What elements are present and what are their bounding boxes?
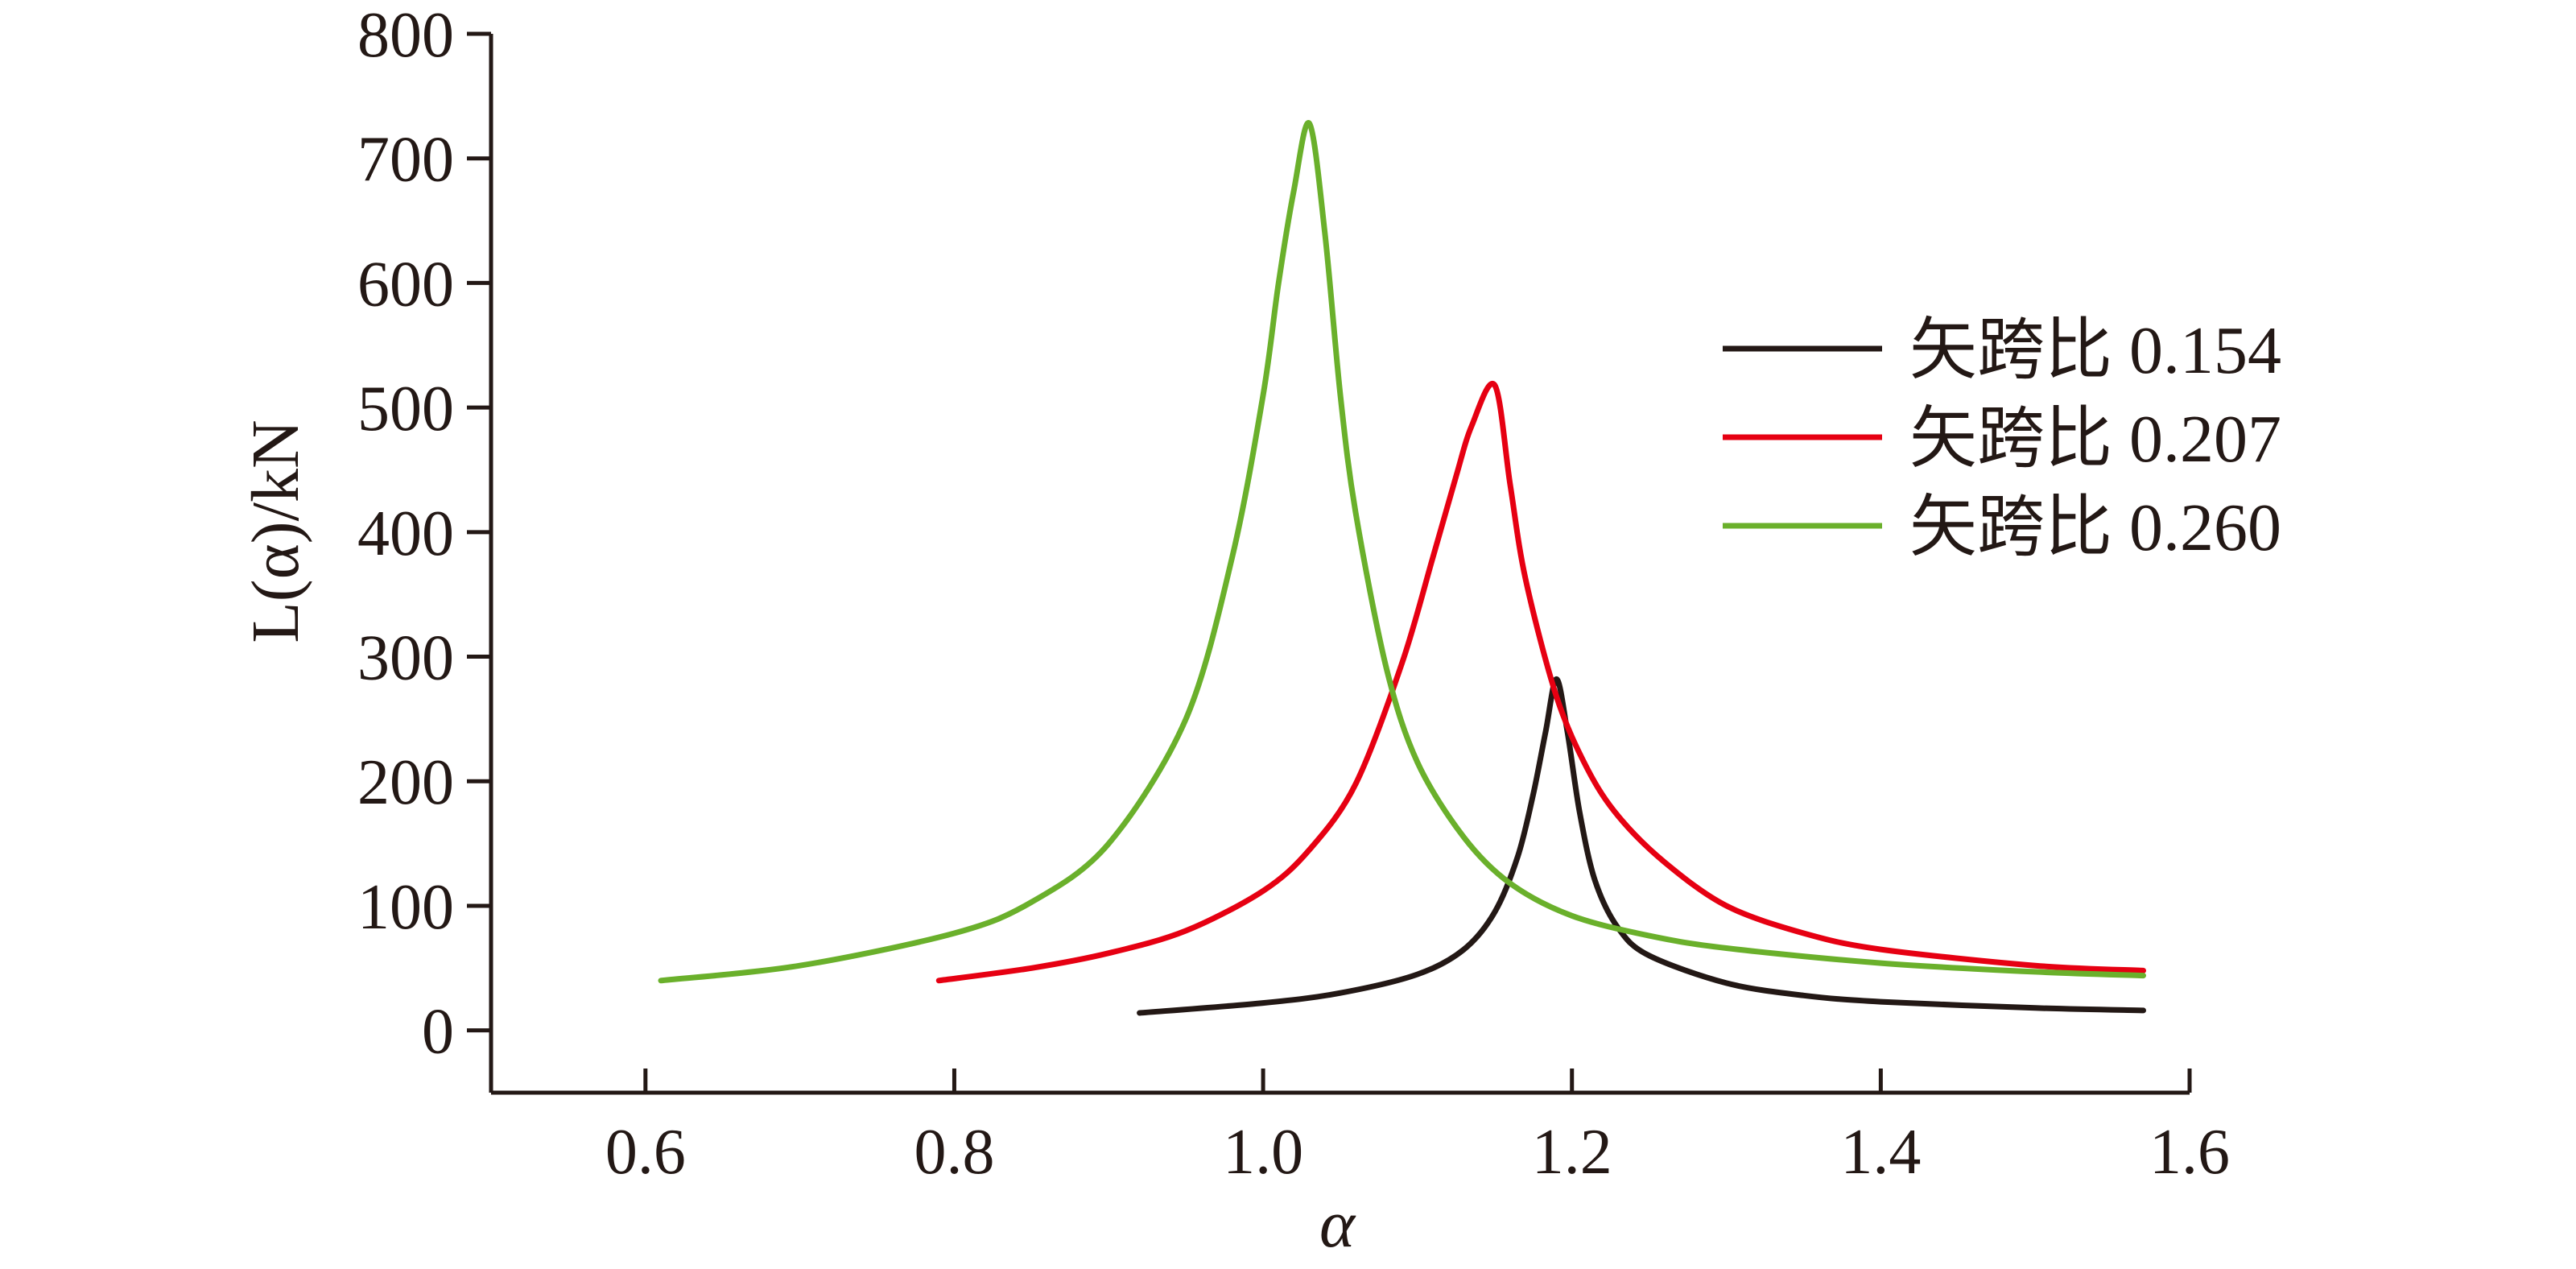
x-tick-label: 0.8 xyxy=(914,1117,994,1188)
x-tick-label: 1.0 xyxy=(1223,1117,1303,1188)
y-tick-label: 0 xyxy=(422,997,454,1068)
series-line-1 xyxy=(935,380,2146,984)
y-tick-label: 800 xyxy=(357,0,454,71)
legend-label-2: 矢跨比 0.260 xyxy=(1909,490,2281,565)
y-tick-label: 600 xyxy=(357,249,454,320)
series-layer xyxy=(658,120,2146,1016)
x-tick-label: 0.6 xyxy=(605,1117,686,1188)
legend-label-0: 矢跨比 0.154 xyxy=(1909,313,2281,388)
x-axis-title: α xyxy=(1319,1187,1356,1262)
x-tick-label: 1.2 xyxy=(1532,1117,1612,1188)
y-tick-label: 100 xyxy=(357,872,454,943)
legend-label-1: 矢跨比 0.207 xyxy=(1909,402,2281,477)
y-tick-label: 200 xyxy=(357,747,454,818)
axes: 0 100 200 300 400 500 600 700 800 0.6 0.8 1.0 1.2 1.4… xyxy=(357,0,2230,1188)
series-line-2 xyxy=(658,120,2146,984)
x-tick-label: 1.6 xyxy=(2149,1117,2230,1188)
y-tick-label: 300 xyxy=(357,623,454,694)
y-tick-label: 400 xyxy=(357,498,454,569)
legend: 矢跨比 0.154 矢跨比 0.207 矢跨比 0.260 xyxy=(1723,313,2281,565)
y-axis-title: L(α)/kN xyxy=(238,420,313,643)
y-tick-label: 500 xyxy=(357,374,454,444)
y-tick-label: 700 xyxy=(357,125,454,196)
x-tick-label: 1.4 xyxy=(1840,1117,1921,1188)
